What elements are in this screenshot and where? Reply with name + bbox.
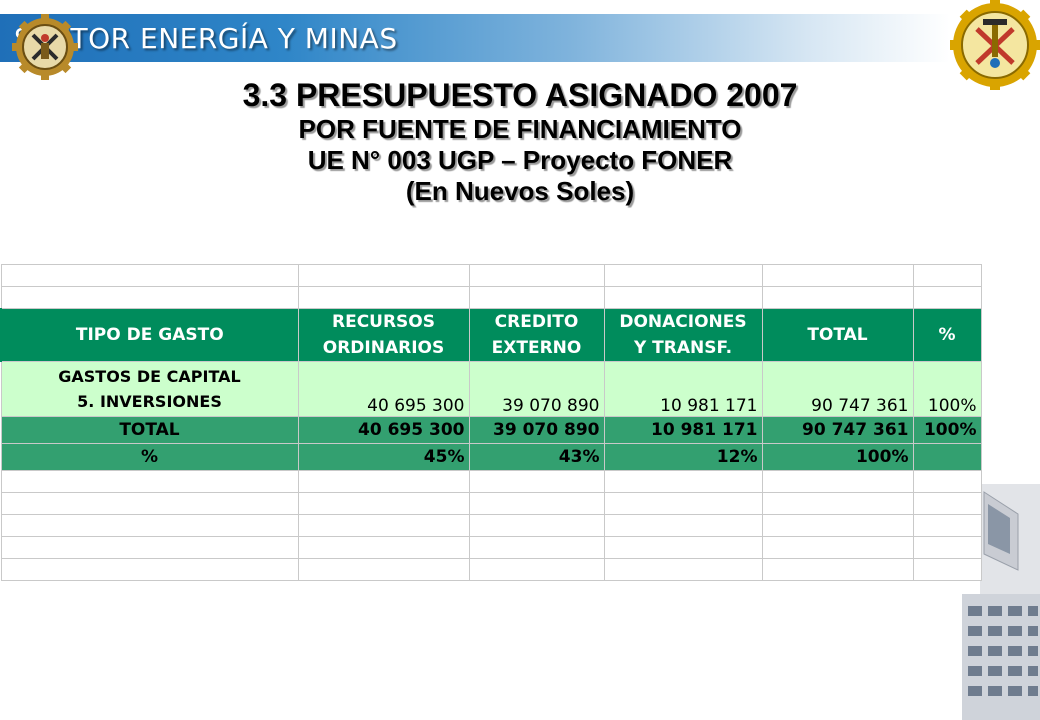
percent-value: 100% [761,443,914,471]
total-label: TOTAL [0,416,299,444]
percent-label: % [0,443,299,471]
subtitle-funding: POR FUENTE DE FINANCIAMIENTO [298,114,742,144]
budget-table: TIPO DE GASTO RECURSOS ORDINARIOS CREDITO… [0,264,982,581]
percent-value: 45% [297,443,470,471]
cell-value: 100% [912,361,982,417]
header-banner [0,14,950,62]
header-tipo-gasto: TIPO DE GASTO [0,308,299,362]
percent-value [912,443,982,471]
percent-row: % 45% 43% 12% 100% [0,443,982,471]
gear-emblem-icon [12,14,78,80]
empty-row [0,470,982,493]
percent-value: 43% [468,443,605,471]
main-title: 3.3 PRESUPUESTO ASIGNADO 2007 [242,77,798,113]
empty-row [0,536,982,559]
empty-row [0,492,982,515]
total-value: 40 695 300 [297,416,470,444]
empty-row [0,264,982,287]
empty-row [0,514,982,537]
header-donaciones: DONACIONES Y TRANSF. [603,308,763,362]
total-value: 39 070 890 [468,416,605,444]
header-percent: % [912,308,982,362]
cell-value: 90 747 361 [761,361,914,417]
cell-value: 40 695 300 [297,361,470,417]
table-header-row: TIPO DE GASTO RECURSOS ORDINARIOS CREDITO… [0,308,982,362]
empty-row [0,558,982,581]
total-value: 10 981 171 [603,416,763,444]
subtitle-currency: (En Nuevos Soles) [405,176,635,206]
total-value: 100% [912,416,982,444]
empty-row [0,286,982,309]
table-row: GASTOS DE CAPITAL 5. INVERSIONES 40 695 3… [0,361,982,417]
total-value: 90 747 361 [761,416,914,444]
row-label-capital: GASTOS DE CAPITAL 5. INVERSIONES [0,361,299,417]
mining-emblem-icon [950,0,1040,90]
title-block: 3.3 PRESUPUESTO ASIGNADO 2007 POR FUENTE… [0,76,1040,207]
subtitle-unit: UE N° 003 UGP – Proyecto FONER [307,145,733,175]
cell-value: 10 981 171 [603,361,763,417]
header-total: TOTAL [761,308,914,362]
header-credito-externo: CREDITO EXTERNO [468,308,605,362]
cell-value: 39 070 890 [468,361,605,417]
header-recursos-ordinarios: RECURSOS ORDINARIOS [297,308,470,362]
percent-value: 12% [603,443,763,471]
total-row: TOTAL 40 695 300 39 070 890 10 981 171 9… [0,416,982,444]
